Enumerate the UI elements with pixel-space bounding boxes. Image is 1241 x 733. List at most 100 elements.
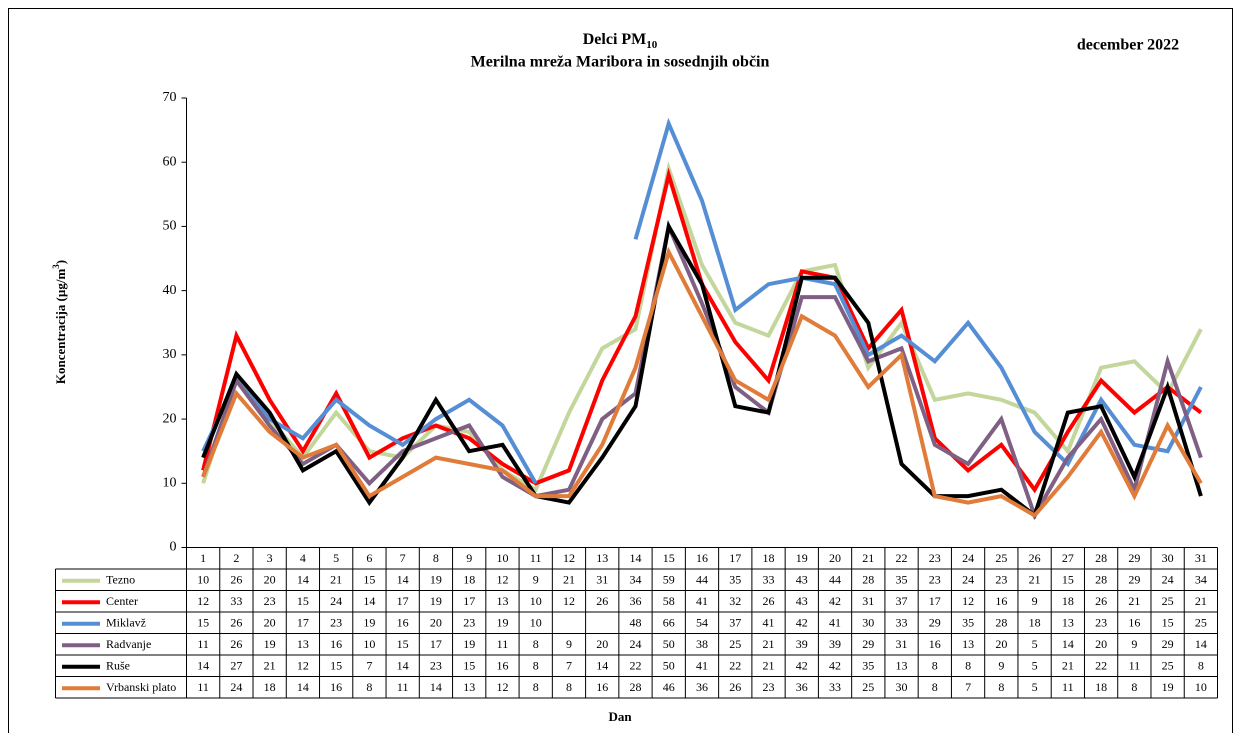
legend-label: Vrbanski plato xyxy=(106,680,176,694)
x-tick-label: 1 xyxy=(200,551,206,565)
table-value: 10 xyxy=(363,637,375,651)
table-value: 10 xyxy=(197,573,209,587)
table-value: 13 xyxy=(496,594,508,608)
table-value: 41 xyxy=(696,594,708,608)
table-value: 10 xyxy=(1195,680,1207,694)
x-tick-label: 17 xyxy=(729,551,741,565)
table-value: 7 xyxy=(965,680,971,694)
table-value: 32 xyxy=(729,594,741,608)
table-value: 23 xyxy=(463,616,475,630)
x-tick-label: 20 xyxy=(829,551,841,565)
table-value: 23 xyxy=(1095,616,1107,630)
table-value: 33 xyxy=(896,616,908,630)
table-value: 13 xyxy=(463,680,475,694)
table-value: 29 xyxy=(1128,573,1140,587)
table-value: 37 xyxy=(896,594,908,608)
table-value: 15 xyxy=(330,659,342,673)
table-value: 8 xyxy=(965,659,971,673)
table-value: 8 xyxy=(998,680,1004,694)
y-tick-label: 20 xyxy=(163,411,177,426)
table-value: 13 xyxy=(297,637,309,651)
table-value: 36 xyxy=(696,680,708,694)
table-value: 39 xyxy=(796,637,808,651)
table-value: 21 xyxy=(1029,573,1041,587)
table-value: 58 xyxy=(663,594,675,608)
x-tick-label: 16 xyxy=(696,551,708,565)
table-value: 35 xyxy=(896,573,908,587)
y-tick-label: 50 xyxy=(163,219,177,234)
chart-border xyxy=(8,8,1233,733)
table-value: 16 xyxy=(397,616,409,630)
x-tick-label: 7 xyxy=(400,551,406,565)
y-tick-label: 10 xyxy=(163,476,177,491)
table-value: 11 xyxy=(197,637,209,651)
table-value: 66 xyxy=(663,616,675,630)
table-value: 23 xyxy=(995,573,1007,587)
table-value: 9 xyxy=(998,659,1004,673)
table-value: 30 xyxy=(896,680,908,694)
x-tick-label: 9 xyxy=(466,551,472,565)
table-value: 8 xyxy=(533,659,539,673)
table-value: 26 xyxy=(596,594,608,608)
table-value: 23 xyxy=(330,616,342,630)
table-value: 29 xyxy=(1162,637,1174,651)
series-line xyxy=(201,117,1203,485)
table-value: 9 xyxy=(566,637,572,651)
table-value: 16 xyxy=(1128,616,1140,630)
x-axis-label: Dan xyxy=(608,709,632,724)
y-tick-label: 40 xyxy=(163,283,177,298)
table-value: 14 xyxy=(430,680,442,694)
y-tick-label: 60 xyxy=(163,154,177,169)
table-value: 54 xyxy=(696,616,708,630)
table-value: 23 xyxy=(763,680,775,694)
x-tick-label: 6 xyxy=(366,551,372,565)
table-value: 19 xyxy=(264,637,276,651)
table-value: 14 xyxy=(397,659,409,673)
series-line xyxy=(201,246,1203,518)
x-tick-label: 11 xyxy=(530,551,542,565)
legend-label: Radvanje xyxy=(106,637,151,651)
table-value: 20 xyxy=(1095,637,1107,651)
x-tick-label: 19 xyxy=(796,551,808,565)
table-value: 17 xyxy=(397,594,409,608)
table-value: 12 xyxy=(496,573,508,587)
table-value: 24 xyxy=(330,594,342,608)
table-value: 34 xyxy=(1195,573,1207,587)
table-value: 14 xyxy=(397,573,409,587)
table-value: 25 xyxy=(1162,659,1174,673)
table-value: 19 xyxy=(496,616,508,630)
table-value: 59 xyxy=(663,573,675,587)
table-value: 24 xyxy=(629,637,641,651)
table-value: 8 xyxy=(533,637,539,651)
legend-label: Tezno xyxy=(106,573,135,587)
table-value: 24 xyxy=(1162,573,1174,587)
table-value: 21 xyxy=(763,637,775,651)
y-label-text: Koncentracija (µg/m xyxy=(53,269,68,385)
table-value: 20 xyxy=(264,616,276,630)
table-value: 26 xyxy=(230,637,242,651)
table-value: 14 xyxy=(596,659,608,673)
table-value: 11 xyxy=(497,637,509,651)
table-value: 33 xyxy=(763,573,775,587)
table-value: 15 xyxy=(1162,616,1174,630)
table-value: 26 xyxy=(763,594,775,608)
legend-label: Center xyxy=(106,594,138,608)
table-value: 11 xyxy=(397,680,409,694)
table-value: 38 xyxy=(696,637,708,651)
table-value: 11 xyxy=(197,680,209,694)
table-value: 10 xyxy=(530,616,542,630)
chart-title: Delci PM10 xyxy=(583,31,658,51)
x-tick-label: 10 xyxy=(496,551,508,565)
table-value: 13 xyxy=(962,637,974,651)
x-tick-label: 4 xyxy=(300,551,306,565)
table-value: 21 xyxy=(1062,659,1074,673)
table-value: 15 xyxy=(463,659,475,673)
table-value: 19 xyxy=(1162,680,1174,694)
table-value: 21 xyxy=(330,573,342,587)
table-value: 20 xyxy=(430,616,442,630)
x-tick-label: 30 xyxy=(1162,551,1174,565)
table-value: 17 xyxy=(929,594,941,608)
table-value: 16 xyxy=(995,594,1007,608)
table-value: 20 xyxy=(995,637,1007,651)
table-value: 13 xyxy=(896,659,908,673)
